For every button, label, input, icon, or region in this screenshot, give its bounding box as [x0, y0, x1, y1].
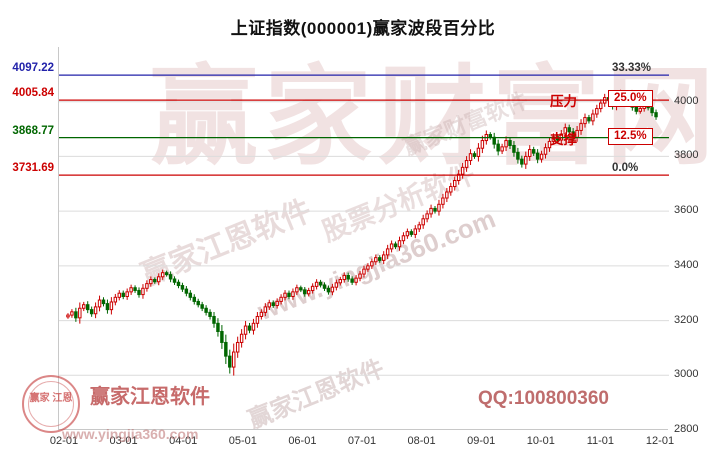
y-axis-tick-label: 3800: [674, 149, 699, 162]
x-axis-tick-label: 07-01: [347, 435, 377, 447]
level-percent-label-0: 33.33%: [612, 62, 652, 75]
level-lines-layer: [59, 74, 669, 176]
level-tag-resistance: 压力: [550, 94, 577, 110]
x-axis-tick-label: 04-01: [169, 435, 198, 447]
x-axis-tick-label: 09-01: [467, 435, 496, 447]
seal-inner-ring: [28, 381, 74, 427]
y-axis-tick-label: 3200: [674, 313, 699, 326]
seal-stamp: 赢家 江恩: [22, 375, 80, 433]
x-axis-tick-label: 10-01: [526, 435, 555, 447]
level-price-label-0: 4097.22: [12, 62, 54, 75]
level-price-label-3: 3731.69: [12, 162, 54, 175]
y-axis-tick-label: 4000: [674, 94, 699, 107]
x-axis-tick-label: 05-01: [228, 435, 257, 447]
y-axis-tick-label: 3000: [674, 368, 699, 381]
level-price-label-1: 4005.84: [12, 87, 54, 100]
level-percent-label-2: 12.5%: [608, 127, 653, 145]
grid-layer: [59, 101, 669, 376]
level-price-label-2: 3868.77: [12, 124, 54, 137]
x-axis-tick-label: 12-01: [645, 435, 675, 447]
y-axis-tick-label: 3600: [674, 204, 699, 217]
y-axis-tick-label: 3400: [674, 258, 699, 271]
page-title: 上证指数(000001)赢家波段百分比: [230, 19, 496, 38]
x-axis-tick-label: 08-01: [407, 435, 436, 447]
x-axis-tick-label: 03-01: [109, 435, 138, 447]
x-axis-tick-label: 02-01: [49, 435, 79, 447]
candlestick-series: [66, 89, 658, 376]
x-axis-tick-label: 11-01: [586, 435, 615, 447]
level-tag-support: 支撑: [550, 131, 577, 147]
level-percent-label-1: 25.0%: [608, 90, 653, 108]
plot-area: [58, 47, 669, 430]
x-axis-tick-label: 06-01: [288, 435, 317, 447]
level-percent-label-3: 0.0%: [612, 162, 639, 175]
y-axis-tick-label: 2800: [674, 423, 699, 435]
